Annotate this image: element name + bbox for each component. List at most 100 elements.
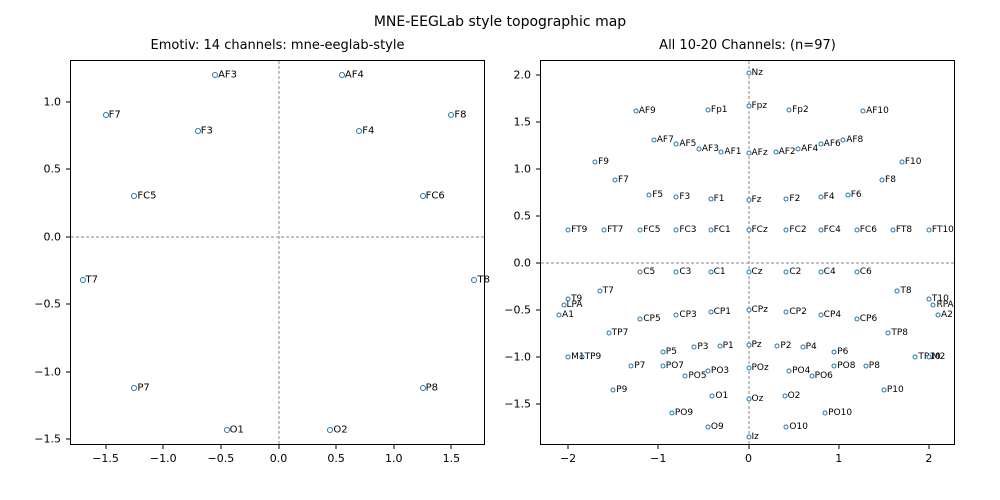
marker-label-FT10: FT10 <box>932 225 954 235</box>
marker-label-PO6: PO6 <box>815 371 833 381</box>
marker-label-AF10: AF10 <box>866 106 889 116</box>
marker-O1 <box>710 394 715 399</box>
marker-label-FT9: FT9 <box>571 225 587 235</box>
marker-label-AF1: AF1 <box>724 147 741 157</box>
marker-FC3 <box>674 228 679 233</box>
marker-PO9 <box>669 411 674 416</box>
marker-label-P10: P10 <box>887 385 904 395</box>
ytick <box>66 169 71 170</box>
marker-label-TP8: TP8 <box>891 328 908 338</box>
axes-emotiv: −1.5−1.0−0.50.00.51.01.5−1.5−1.0−0.50.00… <box>70 60 485 445</box>
ytick <box>536 168 541 169</box>
marker-label-PO4: PO4 <box>792 366 810 376</box>
marker-label-POz: POz <box>752 363 769 373</box>
marker-label-F4: F4 <box>824 192 835 202</box>
marker-FT8 <box>890 228 895 233</box>
marker-LPA <box>561 303 566 308</box>
marker-Pz <box>746 342 751 347</box>
ytick-label: 2.0 <box>514 69 532 82</box>
ytick-label: 1.0 <box>44 95 62 108</box>
marker-FC5 <box>638 228 643 233</box>
xtick-label: 1 <box>835 452 842 465</box>
marker-label-FC1: FC1 <box>714 225 731 235</box>
marker-AF3 <box>696 147 701 152</box>
marker-label-F7: F7 <box>109 110 121 121</box>
marker-CP4 <box>818 312 823 317</box>
marker-C3 <box>674 270 679 275</box>
ytick-label: −0.5 <box>34 298 61 311</box>
marker-F2 <box>784 197 789 202</box>
marker-P5 <box>660 350 665 355</box>
ytick-label: 1.0 <box>514 162 532 175</box>
marker-C4 <box>818 270 823 275</box>
marker-label-AF3: AF3 <box>218 69 237 80</box>
marker-T10 <box>926 296 931 301</box>
xtick <box>336 444 337 449</box>
ytick-label: 0.0 <box>44 230 62 243</box>
marker-FC4 <box>818 228 823 233</box>
marker-FT7 <box>602 228 607 233</box>
marker-label-P3: P3 <box>697 342 708 352</box>
marker-AF2 <box>773 150 778 155</box>
ytick <box>66 371 71 372</box>
marker-Nz <box>746 71 751 76</box>
marker-label-A1: A1 <box>562 310 574 320</box>
marker-label-PO7: PO7 <box>666 361 684 371</box>
marker-T8 <box>895 289 900 294</box>
marker-label-FC5: FC5 <box>137 191 156 202</box>
xtick <box>838 444 839 449</box>
marker-F7 <box>612 178 617 183</box>
panel-emotiv: Emotiv: 14 channels: mne-eeglab-style−1.… <box>70 60 485 445</box>
marker-label-P7: P7 <box>137 382 149 393</box>
marker-F9 <box>593 160 598 165</box>
marker-AF1 <box>719 150 724 155</box>
marker-label-Fp2: Fp2 <box>792 105 809 115</box>
marker-PO5 <box>683 373 688 378</box>
marker-FC2 <box>784 228 789 233</box>
marker-F8 <box>880 178 885 183</box>
marker-label-CP3: CP3 <box>679 310 696 320</box>
ytick-label: −1.5 <box>34 433 61 446</box>
marker-label-Iz: Iz <box>752 432 759 442</box>
marker-P6 <box>832 350 837 355</box>
marker-PO10 <box>823 411 828 416</box>
marker-label-A2: A2 <box>941 310 953 320</box>
marker-label-O1: O1 <box>230 424 244 435</box>
marker-label-C2: C2 <box>789 267 801 277</box>
marker-label-P9: P9 <box>616 385 627 395</box>
marker-FC1 <box>708 228 713 233</box>
axes-all: −2−1012−1.5−1.0−0.50.00.51.01.52.0NzFp1F… <box>540 60 955 445</box>
panel-title-all: All 10-20 Channels: (n=97) <box>540 38 955 53</box>
marker-P2 <box>775 343 780 348</box>
marker-label-T8: T8 <box>900 286 911 296</box>
ytick <box>536 215 541 216</box>
marker-label-F5: F5 <box>652 190 663 200</box>
marker-P10 <box>881 387 886 392</box>
marker-label-P2: P2 <box>780 341 791 351</box>
marker-label-AF3: AF3 <box>702 144 719 154</box>
marker-Fp2 <box>787 107 792 112</box>
marker-label-F3: F3 <box>679 192 690 202</box>
ytick <box>536 309 541 310</box>
marker-P4 <box>800 345 805 350</box>
marker-label-CP2: CP2 <box>789 307 806 317</box>
ytick <box>536 403 541 404</box>
marker-CP5 <box>638 317 643 322</box>
marker-label-M1: M1 <box>571 352 585 362</box>
marker-label-FCz: FCz <box>752 225 768 235</box>
xtick-label: 0 <box>745 452 752 465</box>
marker-label-AF8: AF8 <box>846 135 863 145</box>
marker-M1 <box>566 354 571 359</box>
marker-label-F10: F10 <box>905 157 922 167</box>
marker-AF6 <box>818 141 823 146</box>
marker-label-TP7: TP7 <box>612 328 629 338</box>
marker-label-F1: F1 <box>714 194 725 204</box>
marker-F5 <box>647 193 652 198</box>
ytick <box>536 122 541 123</box>
marker-FCz <box>746 228 751 233</box>
ytick-label: −0.5 <box>504 303 531 316</box>
marker-label-Oz: Oz <box>752 394 764 404</box>
marker-AF9 <box>633 108 638 113</box>
marker-label-P6: P6 <box>837 347 848 357</box>
marker-label-F3: F3 <box>201 126 213 137</box>
